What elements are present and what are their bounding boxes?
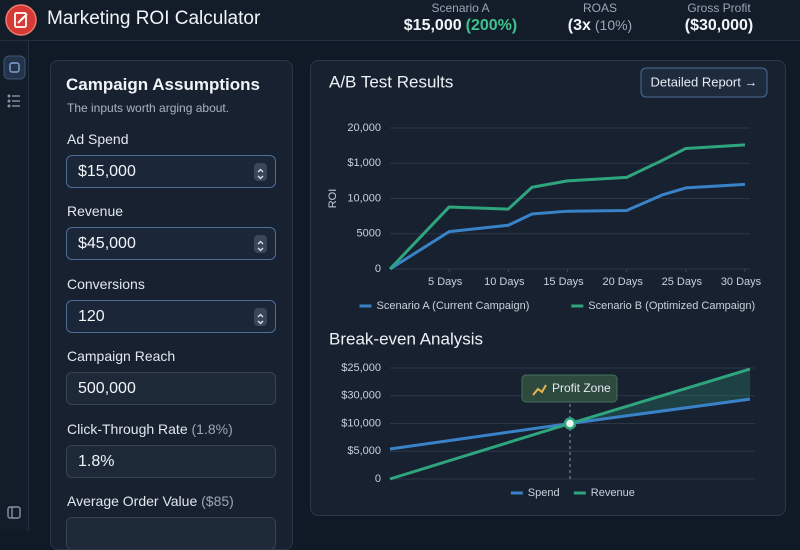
list-icon[interactable]	[7, 94, 20, 108]
results-panel	[310, 60, 786, 516]
x-tick-label: 30 Days	[721, 276, 762, 288]
field-label-text: Conversions	[67, 275, 145, 292]
app-title: Marketing ROI Calculator	[47, 8, 261, 29]
sidebar	[0, 41, 29, 531]
y-tick-label: 5000	[357, 228, 381, 240]
home-button[interactable]	[3, 55, 26, 80]
field-input[interactable]: $15,000	[66, 155, 276, 188]
chart-title: Break-even Analysis	[329, 329, 483, 348]
x-tick-label: 15 Days	[543, 276, 584, 288]
x-tick-label: 20 Days	[602, 276, 643, 288]
field-label: Campaign Reach	[67, 348, 175, 364]
sidebar-icons	[3, 55, 26, 519]
field-label-text: Average Order Value	[67, 493, 198, 509]
stat-value-text: ($30,000)	[684, 17, 754, 34]
annotation: Profit Zone	[521, 374, 618, 403]
x-tick-label: 25 Days	[662, 276, 703, 288]
annotation-box	[521, 374, 618, 403]
stat-value: ($30,000)	[680, 17, 758, 35]
legend-label: Spend	[528, 487, 560, 499]
field-value: 500,000	[78, 380, 136, 398]
field-label-text: Campaign Reach	[67, 348, 176, 365]
field-label: Conversions	[67, 276, 145, 292]
header-stat: Scenario A $15,000 (200%)	[398, 1, 523, 35]
y-axis-label: ROI	[327, 189, 339, 209]
y-tick-label: 10,000	[347, 192, 381, 204]
stat-label: ROAS	[582, 1, 617, 15]
header-stat: Gross Profit ($30,000)	[680, 1, 758, 35]
field-input[interactable]: 120	[66, 299, 276, 333]
legend-label: Scenario A (Current Campaign)	[377, 300, 530, 312]
break-even-point	[563, 417, 577, 430]
series-line	[388, 143, 746, 271]
x-tick-label: 5 Days	[428, 276, 463, 288]
charts: A/B Test Results 0 5000 10,000 $1,000 20,000 R…	[327, 67, 768, 499]
y-tick-label: $10,000	[341, 417, 381, 429]
stat-value: $15,000 (200%)	[398, 17, 523, 35]
stat-note: (200%)	[465, 17, 518, 34]
field-input[interactable]: $45,000	[66, 227, 276, 261]
button-label: Detailed Report →	[651, 74, 758, 89]
legend-label: Revenue	[591, 487, 635, 499]
stat-value-text: $15,000	[403, 17, 462, 34]
y-tick-label: 20,000	[347, 122, 381, 134]
y-tick-label: 0	[375, 263, 381, 275]
field-value: $15,000	[78, 163, 136, 180]
field-label-text: Click-Through Rate	[67, 420, 188, 437]
header: Marketing ROI Calculator Scenario A $15,0…	[0, 0, 800, 41]
y-tick-label: $30,000	[341, 390, 381, 402]
stat-note: (10%)	[594, 17, 633, 33]
stat-value: (3x (10%)	[565, 17, 635, 35]
y-tick-label: $5,000	[347, 445, 381, 457]
annotation-text: Profit Zone	[552, 381, 611, 395]
chart-title: A/B Test Results	[329, 72, 453, 91]
detailed-report-button[interactable]	[640, 67, 768, 98]
field-label: Average Order Value ($85)	[67, 493, 234, 509]
field-input[interactable]: 500,000	[66, 372, 276, 406]
assumptions-panel: Campaign Assumptions The inputs worth ar…	[50, 60, 293, 550]
y-tick-label: 0	[375, 473, 381, 485]
stat-label: Gross Profit	[687, 1, 751, 15]
legend-label: Scenario B (Optimized Campaign)	[588, 300, 755, 312]
x-tick-label: 10 Days	[484, 276, 525, 288]
collapse-icon[interactable]	[7, 506, 21, 519]
field-input[interactable]: 1.8%	[66, 444, 276, 478]
field-label-text: Ad Spend	[67, 131, 129, 147]
field-label: Revenue	[67, 203, 123, 219]
stepper[interactable]	[254, 235, 267, 254]
field-value: 120	[78, 307, 105, 325]
panel-subtitle: The inputs worth arging about.	[67, 101, 230, 115]
field-value: $45,000	[78, 235, 136, 253]
field-hint: ($85)	[201, 493, 234, 509]
y-tick-label: $1,000	[347, 157, 381, 169]
annotation-icon	[532, 384, 547, 396]
stepper[interactable]	[254, 163, 267, 181]
stat-label: Scenario A	[431, 1, 490, 15]
field-hint: (1.8%)	[191, 420, 233, 437]
field-value: 1.8%	[78, 452, 115, 470]
panel-title: Campaign Assumptions	[66, 75, 260, 94]
stepper[interactable]	[254, 307, 267, 326]
field-label: Ad Spend	[67, 131, 129, 147]
header-stat: ROAS (3x (10%)	[565, 1, 635, 35]
field-label-text: Revenue	[67, 203, 124, 220]
series-line	[389, 182, 746, 271]
field-label: Click-Through Rate (1.8%)	[67, 421, 233, 437]
app-logo	[5, 4, 37, 36]
stat-value-text: (3x	[567, 17, 591, 34]
y-tick-label: $25,000	[341, 362, 381, 374]
